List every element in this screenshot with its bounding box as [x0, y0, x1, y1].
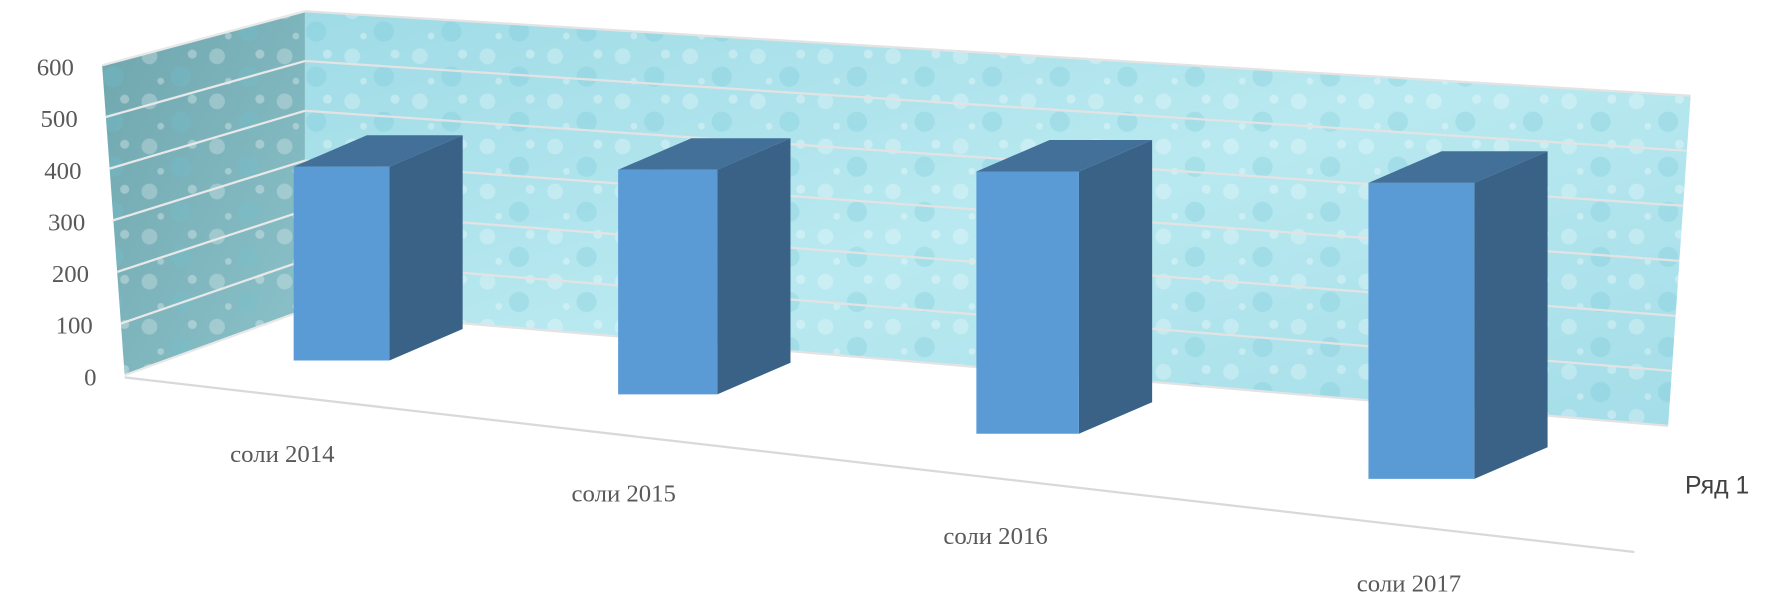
grid-line — [101, 10, 306, 67]
bar-top — [618, 138, 791, 170]
series-label: Ряд 1 — [1685, 472, 1749, 499]
bar-top — [976, 139, 1153, 172]
bar — [1368, 151, 1548, 479]
grid-line — [113, 159, 306, 222]
x-tick-label: соли 2016 — [943, 523, 1047, 550]
y-tick-label: 100 — [56, 313, 93, 340]
floor-edge — [124, 376, 1635, 554]
bar — [976, 139, 1153, 434]
bar-front — [976, 171, 1079, 434]
y-tick-label: 600 — [37, 55, 74, 82]
bar-side — [717, 138, 791, 395]
bar — [618, 138, 791, 395]
y-tick-label: 500 — [41, 106, 78, 133]
x-tick-label: соли 2015 — [572, 480, 676, 507]
grid-line — [109, 109, 306, 170]
y-tick-label: 400 — [44, 158, 81, 185]
y-tick-label: 0 — [84, 364, 96, 391]
grid-line — [105, 59, 306, 119]
grid-line — [120, 258, 306, 325]
x-tick-label: соли 2014 — [230, 441, 334, 468]
bar-side — [389, 135, 463, 361]
grid-line — [304, 10, 1691, 97]
bar-front — [618, 169, 718, 395]
y-tick-label: 300 — [48, 209, 85, 236]
grid-line — [304, 59, 1687, 152]
bar-front — [293, 166, 390, 361]
bar-top — [293, 135, 463, 167]
x-tick-label: соли 2017 — [1357, 571, 1461, 598]
bar-side — [1078, 139, 1153, 434]
bar-top — [1368, 151, 1548, 183]
bar-front — [1368, 182, 1475, 479]
y-tick-label: 200 — [52, 261, 89, 288]
bar-side — [1474, 151, 1548, 479]
grid-line — [116, 209, 306, 273]
bar — [293, 135, 463, 361]
grid-line — [124, 308, 306, 377]
